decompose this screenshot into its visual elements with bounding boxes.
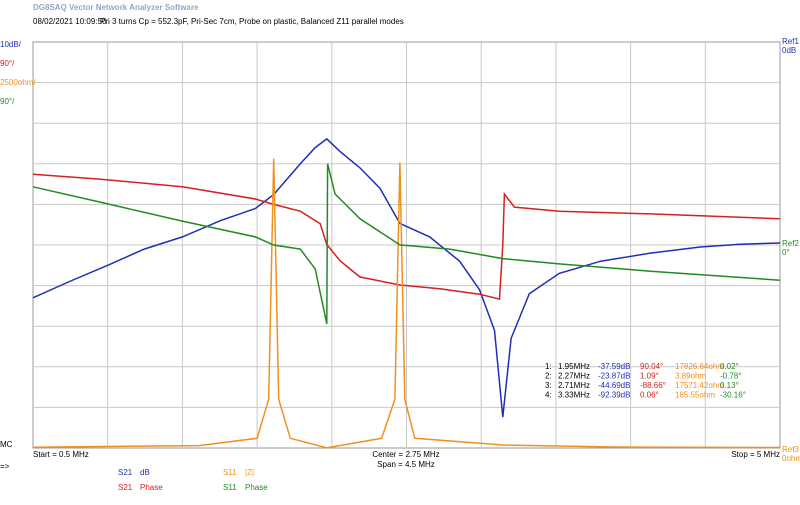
timestamp: 08/02/2021 10:09:50 (33, 17, 107, 26)
ref-value: 0ohm (782, 454, 800, 463)
scale-label: 2500ohm/ (0, 78, 36, 87)
mode-label: MC (0, 440, 13, 449)
marker-cell: -88.66° (640, 381, 666, 390)
center-label: Center = 2.75 MHz (372, 450, 439, 459)
marker-cell: 2: (545, 372, 552, 381)
legend-quantity: Phase (245, 483, 268, 492)
marker-cell: 2.27MHz (558, 372, 590, 381)
marker-cell: -44.69dB (598, 381, 630, 390)
marker-cell: 90.04° (640, 362, 663, 371)
marker-cell: 0.02° (720, 362, 739, 371)
ref-label: Ref3 (782, 445, 799, 454)
scale-label: 90°/ (0, 59, 15, 68)
marker-cell: -30.16° (720, 391, 746, 400)
legend-name: S11 (223, 483, 237, 492)
arrow-label: => (0, 462, 10, 471)
marker-cell: -23.87dB (598, 372, 630, 381)
trace (32, 158, 781, 449)
ref-label: Ref1 (782, 37, 799, 46)
description: Pri 3 turns Cp = 552.3pF, Pri-Sec 7cm, P… (100, 17, 404, 26)
legend-quantity: |Z| (245, 468, 254, 477)
marker-cell: 1.95MHz (558, 362, 590, 371)
marker-cell: 0.13° (720, 381, 739, 390)
marker-cell: -92.39dB (598, 391, 630, 400)
ref-value: 0° (782, 248, 790, 257)
scale-label: 90°/ (0, 97, 15, 106)
marker-cell: -0.78° (720, 372, 741, 381)
trace (32, 137, 781, 418)
marker-cell: 1: (545, 362, 552, 371)
marker-cell: 17571.42ohm (675, 381, 724, 390)
trace (32, 173, 781, 301)
marker-cell: 3: (545, 381, 552, 390)
marker-cell: 1.09° (640, 372, 659, 381)
marker-cell: 4: (545, 391, 552, 400)
marker-cell: 17826.64ohm (675, 362, 724, 371)
marker-cell: 185.55ohm (675, 391, 715, 400)
marker-cell: 2.71MHz (558, 381, 590, 390)
legend-quantity: dB (140, 468, 150, 477)
legend-name: S21 (118, 468, 133, 477)
legend-name: S11 (223, 468, 237, 477)
legend-name: S21 (118, 483, 133, 492)
start-label: Start = 0.5 MHz (33, 450, 89, 459)
legend-quantity: Phase (140, 483, 163, 492)
marker-cell: 0.06° (640, 391, 659, 400)
span-label: Span = 4.5 MHz (377, 460, 435, 469)
app-title: DG8SAQ Vector Network Analyzer Software (33, 3, 199, 12)
stop-label: Stop = 5 MHz (731, 450, 780, 459)
marker-cell: -37.59dB (598, 362, 630, 371)
marker-cell: 3.33MHz (558, 391, 590, 400)
ref-label: Ref2 (782, 239, 799, 248)
marker-cell: 3.89ohm (675, 372, 706, 381)
trace (32, 163, 781, 325)
ref-value: 0dB (782, 46, 796, 55)
scale-label: 10dB/ (0, 40, 22, 49)
